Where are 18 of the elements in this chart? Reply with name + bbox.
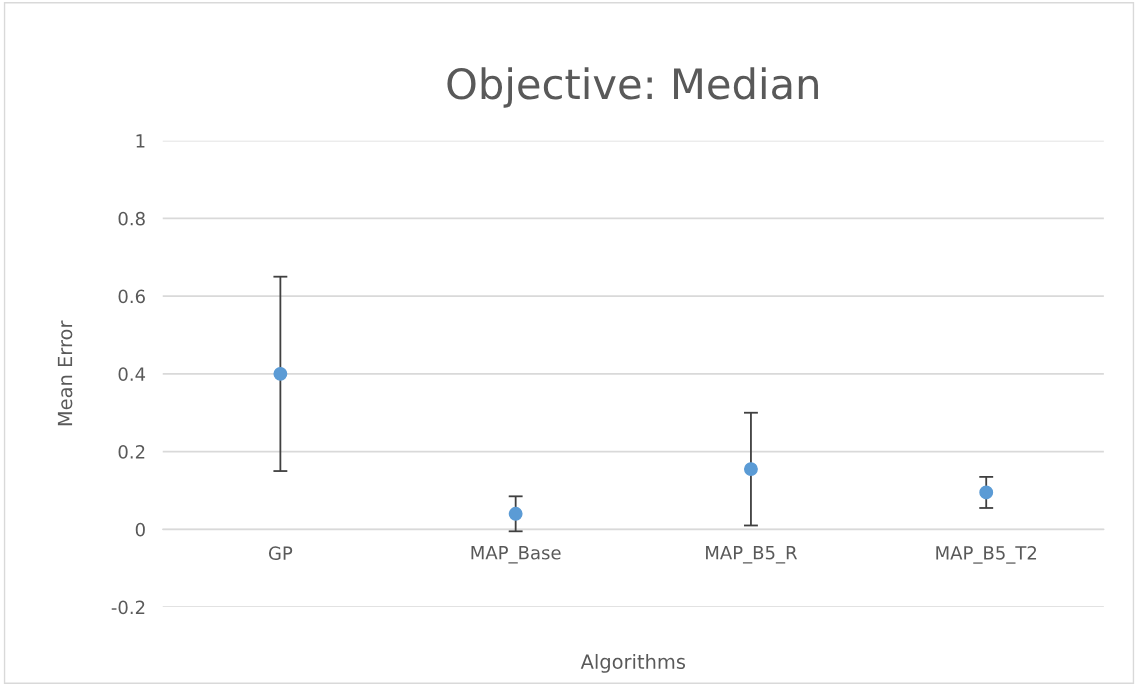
y-tick-label: 0.2 (118, 445, 145, 459)
x-tick-label: MAP_B5_T2 (936, 546, 1037, 564)
y-tick-label: 0 (135, 522, 145, 537)
point (743, 462, 758, 477)
y-tick-label: 1 (136, 134, 145, 148)
y-tick-label: 0.4 (118, 367, 146, 381)
y-tick-label: 0.6 (118, 289, 145, 304)
point (508, 506, 523, 521)
x-tick-label: MAP_Base (471, 546, 561, 564)
y-axis-title: Mean Error (57, 320, 73, 426)
y-tick-label: 0.8 (118, 211, 145, 226)
x-tick-label: MAP_B5_R (706, 546, 798, 564)
x-axis-title: Algorithms (580, 653, 686, 673)
point (979, 485, 994, 500)
point (273, 366, 288, 381)
chart-title: Objective: Median (447, 67, 818, 108)
y-tick-label: -0.2 (111, 600, 145, 615)
x-tick-label: GP (268, 546, 293, 561)
